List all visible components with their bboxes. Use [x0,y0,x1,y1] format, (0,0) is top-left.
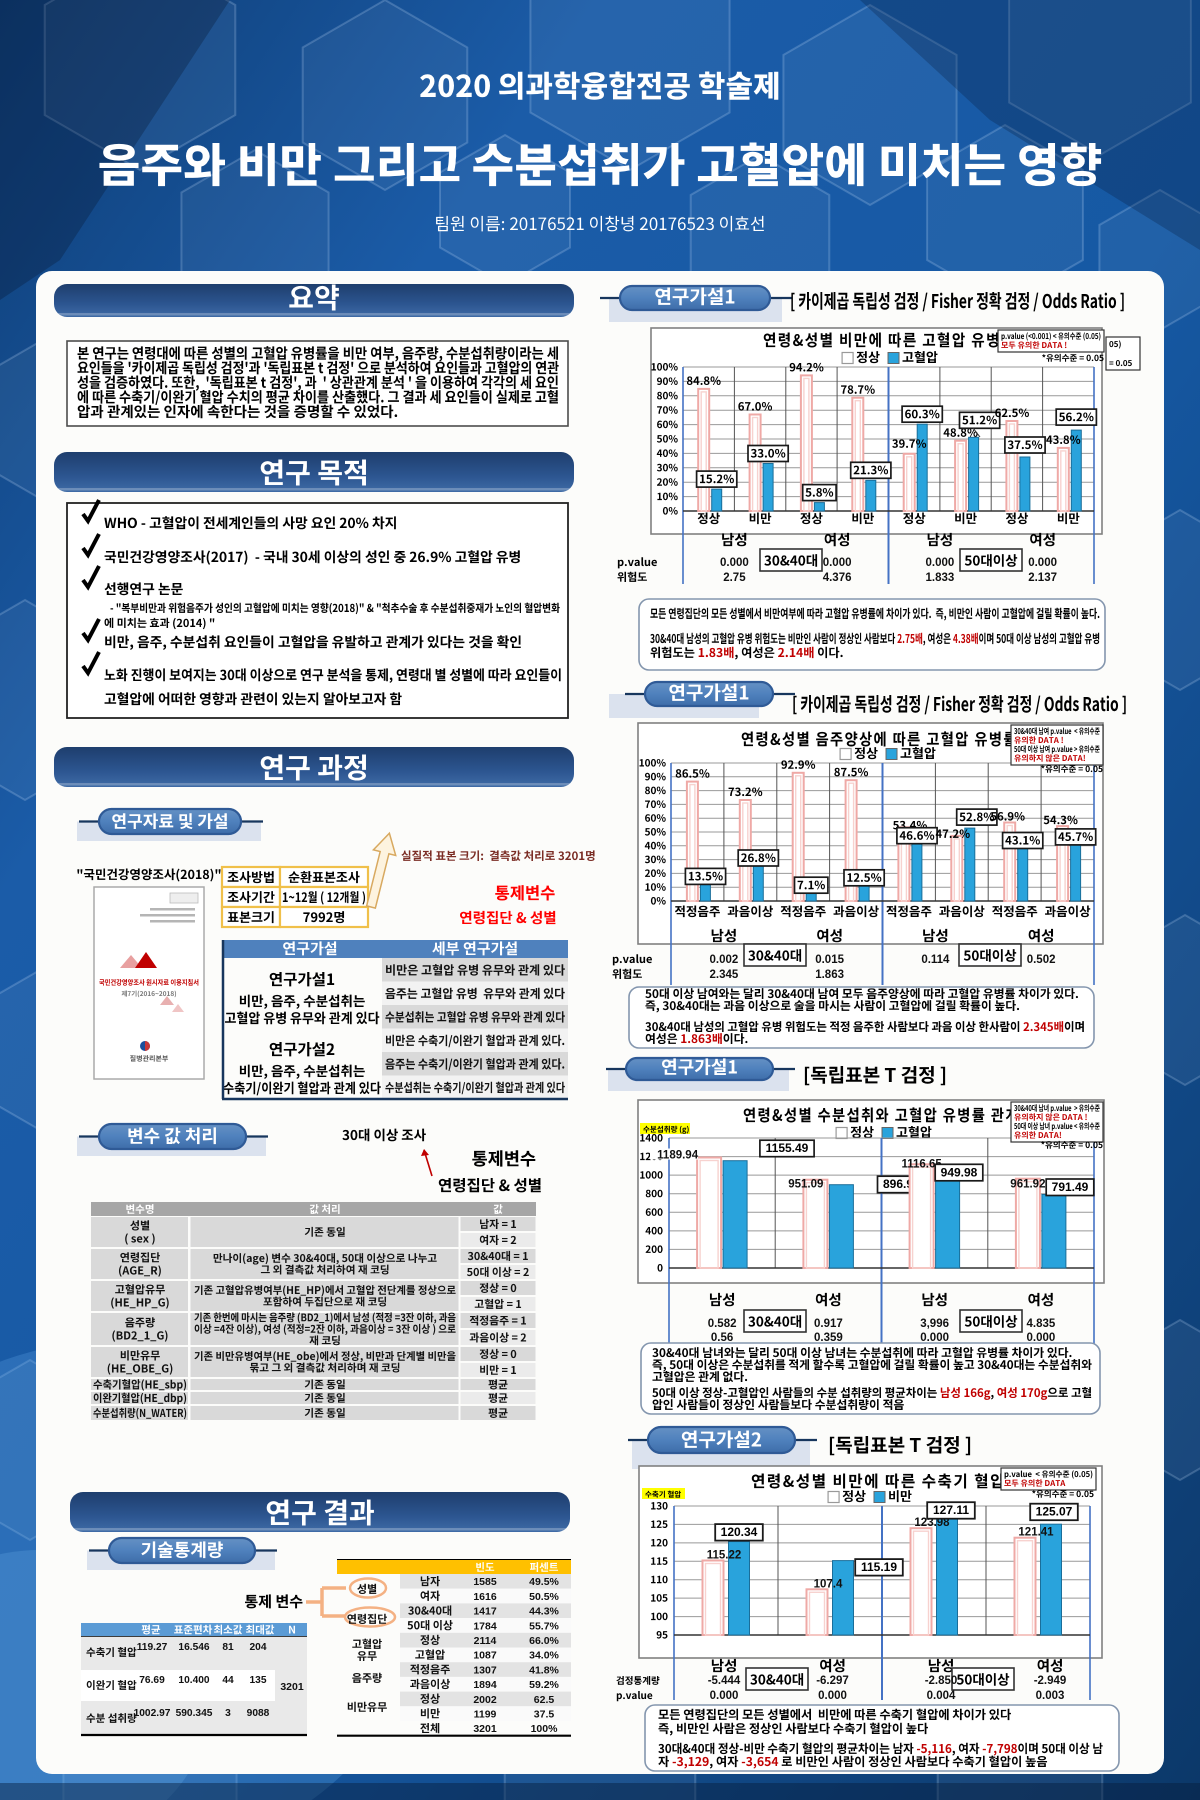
svg-text:590.345: 590.345 [176,1708,213,1719]
svg-text:951.09: 951.09 [788,1179,823,1191]
svg-text:-5.444: -5.444 [708,1675,741,1687]
svg-text:76.69: 76.69 [139,1675,165,1686]
svg-text:119.27: 119.27 [137,1642,168,1653]
svg-text:41.8%: 41.8% [529,1664,559,1676]
svg-text:0.917: 0.917 [814,1318,843,1330]
svg-text:791.49: 791.49 [1052,1180,1089,1194]
svg-text:3201: 3201 [473,1723,497,1735]
svg-text:0.502: 0.502 [1027,954,1056,966]
svg-text:0.000: 0.000 [920,1332,949,1344]
svg-text:2.137: 2.137 [1028,572,1057,584]
svg-text:896.9: 896.9 [883,1177,913,1191]
svg-text:1199: 1199 [474,1709,497,1721]
svg-text:-2.949: -2.949 [1034,1675,1067,1687]
svg-text:1.833: 1.833 [926,572,955,584]
svg-text:961.92: 961.92 [1010,1179,1045,1191]
svg-text:1417: 1417 [473,1606,497,1618]
svg-text:1189.94: 1189.94 [657,1150,699,1162]
svg-text:0.582: 0.582 [708,1318,737,1330]
svg-text:100%: 100% [531,1723,559,1735]
svg-text:37.5: 37.5 [534,1709,555,1721]
svg-text:0.000: 0.000 [926,557,955,569]
svg-text:107.4: 107.4 [814,1578,843,1590]
svg-text:0.015: 0.015 [815,954,844,966]
svg-text:115.22: 115.22 [707,1550,742,1562]
svg-text:10.400: 10.400 [178,1675,209,1686]
svg-text:204: 204 [250,1642,267,1653]
svg-text:81: 81 [222,1642,234,1653]
svg-text:0.000: 0.000 [1028,557,1057,569]
svg-text:2.75: 2.75 [723,572,746,584]
svg-text:121.41: 121.41 [1018,1527,1054,1539]
svg-text:44.3%: 44.3% [529,1606,559,1618]
svg-text:49.5%: 49.5% [529,1576,559,1588]
svg-text:62.5: 62.5 [534,1694,555,1706]
svg-text:0.000: 0.000 [1027,1332,1056,1344]
svg-text:4.376: 4.376 [823,572,852,584]
svg-text:1087: 1087 [473,1650,497,1662]
svg-text:0.56: 0.56 [711,1332,733,1344]
svg-text:3201: 3201 [280,1681,304,1693]
svg-text:3: 3 [225,1708,231,1719]
svg-text:1585: 1585 [473,1576,497,1588]
svg-text:44: 44 [222,1675,234,1686]
svg-text:120.34: 120.34 [721,1525,758,1539]
svg-text:2114: 2114 [474,1635,497,1647]
svg-text:-6.297: -6.297 [816,1675,849,1687]
svg-text:0.000: 0.000 [720,557,749,569]
svg-text:125.07: 125.07 [1036,1505,1073,1519]
svg-text:1002.97: 1002.97 [134,1708,171,1719]
svg-text:135: 135 [250,1675,267,1686]
svg-text:1616: 1616 [473,1591,497,1603]
svg-text:66.0%: 66.0% [529,1635,559,1647]
svg-text:-2.850: -2.850 [925,1675,958,1687]
svg-text:2.345: 2.345 [710,969,739,981]
svg-text:0.003: 0.003 [1036,1690,1065,1702]
svg-text:0.002: 0.002 [710,954,739,966]
svg-text:59.2%: 59.2% [529,1679,559,1691]
svg-text:1307: 1307 [473,1664,497,1676]
svg-text:0.000: 0.000 [818,1690,847,1702]
svg-text:123.98: 123.98 [914,1517,950,1529]
svg-text:127.11: 127.11 [933,1503,969,1517]
svg-text:0.114: 0.114 [921,954,950,966]
svg-text:9088: 9088 [247,1708,270,1719]
svg-text:1.863: 1.863 [815,969,844,981]
svg-text:4.835: 4.835 [1027,1318,1056,1330]
svg-text:2002: 2002 [473,1694,497,1706]
svg-text:0.004: 0.004 [927,1690,956,1702]
svg-text:949.98: 949.98 [941,1165,978,1179]
svg-text:55.7%: 55.7% [529,1620,559,1632]
svg-text:1155.49: 1155.49 [766,1141,809,1155]
svg-text:3,996: 3,996 [920,1318,949,1330]
svg-text:34.0%: 34.0% [529,1650,559,1662]
svg-text:16.546: 16.546 [178,1642,209,1653]
svg-text:1784: 1784 [473,1620,497,1632]
svg-text:0.359: 0.359 [814,1332,843,1344]
svg-text:0.000: 0.000 [710,1690,739,1702]
svg-text:1894: 1894 [473,1679,497,1691]
svg-text:1116.65: 1116.65 [901,1158,942,1170]
svg-text:50.5%: 50.5% [529,1591,559,1603]
svg-text:115.19: 115.19 [861,1560,897,1574]
svg-text:0.000: 0.000 [823,557,852,569]
